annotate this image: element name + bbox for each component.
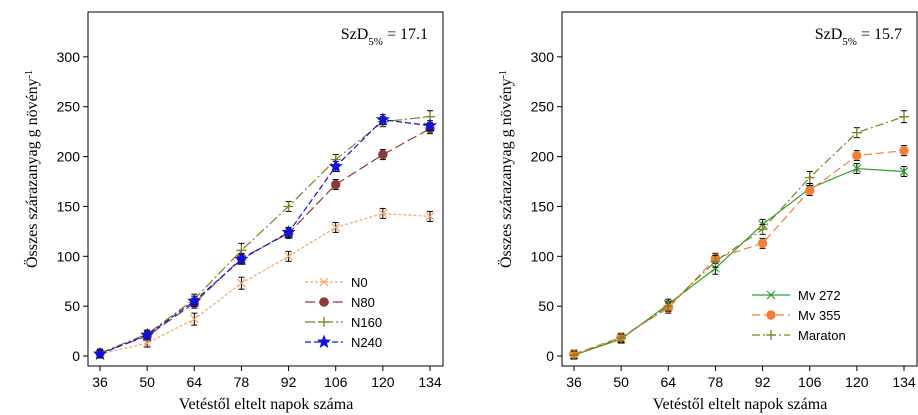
legend-marker	[319, 297, 329, 307]
x-tick-label: 120	[845, 374, 869, 390]
data-point-b	[189, 314, 199, 324]
x-tick-label: 36	[92, 374, 108, 390]
legend-marker	[766, 310, 776, 320]
series-n80	[95, 123, 435, 358]
data-point	[899, 145, 909, 156]
x-tick-label: 78	[234, 374, 250, 390]
y-tick-label: 100	[531, 248, 555, 264]
data-point	[234, 251, 249, 266]
x-tick-label: 78	[708, 374, 724, 390]
data-point	[378, 149, 388, 160]
x-tick-label: 92	[755, 374, 771, 390]
legend: Mv 272 Mv 355 Maraton	[752, 288, 846, 343]
data-point-b	[425, 211, 435, 221]
legend-marker-b	[319, 277, 329, 287]
x-tick-label: 106	[324, 374, 348, 390]
data-point-b	[899, 167, 909, 176]
legend: N0 N80 N160 N240	[305, 275, 382, 350]
y-tick-label: 150	[531, 198, 555, 214]
series-n240	[92, 112, 438, 361]
y-tick-label: 200	[57, 149, 81, 165]
x-tick-label: 50	[613, 374, 629, 390]
series-maraton	[569, 110, 909, 361]
y-tick-label: 50	[538, 298, 554, 314]
data-point-b	[237, 278, 246, 288]
y-axis-label: Összes szárazanyag g növény-1	[23, 70, 41, 268]
data-point	[331, 179, 341, 190]
series-line	[573, 150, 905, 355]
data-point	[281, 225, 296, 239]
data-point-b	[284, 251, 293, 261]
legend-label: Mv 355	[798, 308, 841, 323]
data-point	[757, 238, 768, 249]
x-tick-label: 106	[798, 374, 822, 390]
x-tick-label: 50	[139, 374, 155, 390]
x-tick-label: 120	[371, 374, 395, 390]
series-mv-355	[569, 145, 909, 359]
series-line	[573, 116, 905, 356]
data-point-b	[852, 164, 862, 173]
x-tick-label: 36	[566, 374, 582, 390]
data-point	[422, 118, 438, 132]
y-tick-label: 100	[57, 248, 81, 264]
legend-label: Maraton	[798, 328, 846, 343]
plot-frame	[561, 11, 918, 367]
legend-label: Mv 272	[798, 288, 841, 303]
legend-label: N160	[351, 315, 382, 330]
x-tick-label: 134	[418, 374, 442, 390]
y-tick-label: 200	[531, 149, 555, 165]
x-axis-label: Vetéstől eltelt napok száma	[653, 396, 828, 413]
x-tick-label: 64	[660, 374, 676, 390]
series-mv-272	[569, 163, 909, 360]
series-line	[99, 119, 431, 355]
y-tick-label: 50	[64, 298, 80, 314]
legend-marker-b	[766, 290, 776, 300]
data-point	[328, 159, 343, 173]
x-tick-label: 92	[281, 374, 297, 390]
series-line	[99, 212, 431, 355]
y-tick-label: 250	[57, 99, 81, 115]
y-tick-label: 150	[57, 198, 81, 214]
data-point	[92, 346, 108, 361]
chart-panel-2: 0 50 100 150 200 250 300 36 50 64 78 92 106 120 134 Vet…	[497, 11, 918, 413]
data-point	[187, 293, 202, 308]
x-tick-label: 64	[186, 374, 202, 390]
data-point-b	[711, 263, 720, 273]
y-tick-label: 300	[531, 49, 555, 65]
legend-label: N240	[351, 335, 382, 350]
x-tick-label: 134	[892, 374, 916, 390]
series-line	[573, 167, 905, 356]
chart-panel-1: 0 50 100 150 200 250 300 36 50 64 78 92 106 120 134 Vet…	[23, 11, 444, 413]
y-tick-label: 250	[531, 99, 555, 115]
data-point-b	[378, 209, 388, 218]
legend-marker	[316, 334, 332, 348]
y-tick-label: 300	[57, 49, 81, 65]
plot-frame	[87, 11, 444, 367]
data-point	[375, 112, 390, 126]
y-tick-label: 0	[546, 348, 554, 364]
x-axis-label: Vetéstől eltelt napok száma	[179, 396, 354, 413]
y-tick-label: 0	[72, 348, 80, 364]
legend-label: N80	[351, 295, 375, 310]
y-axis-label: Összes szárazanyag g növény-1	[497, 70, 515, 268]
data-point-b	[331, 222, 341, 232]
series-n160	[95, 110, 435, 359]
data-point	[805, 185, 815, 196]
legend-label: N0	[351, 275, 368, 290]
lsd-annotation: SzD5% = 17.1	[341, 26, 428, 48]
series-line	[99, 116, 431, 354]
series-n0	[95, 207, 435, 359]
lsd-annotation: SzD5% = 15.7	[815, 26, 902, 48]
data-point	[852, 150, 862, 161]
data-point	[140, 327, 155, 342]
